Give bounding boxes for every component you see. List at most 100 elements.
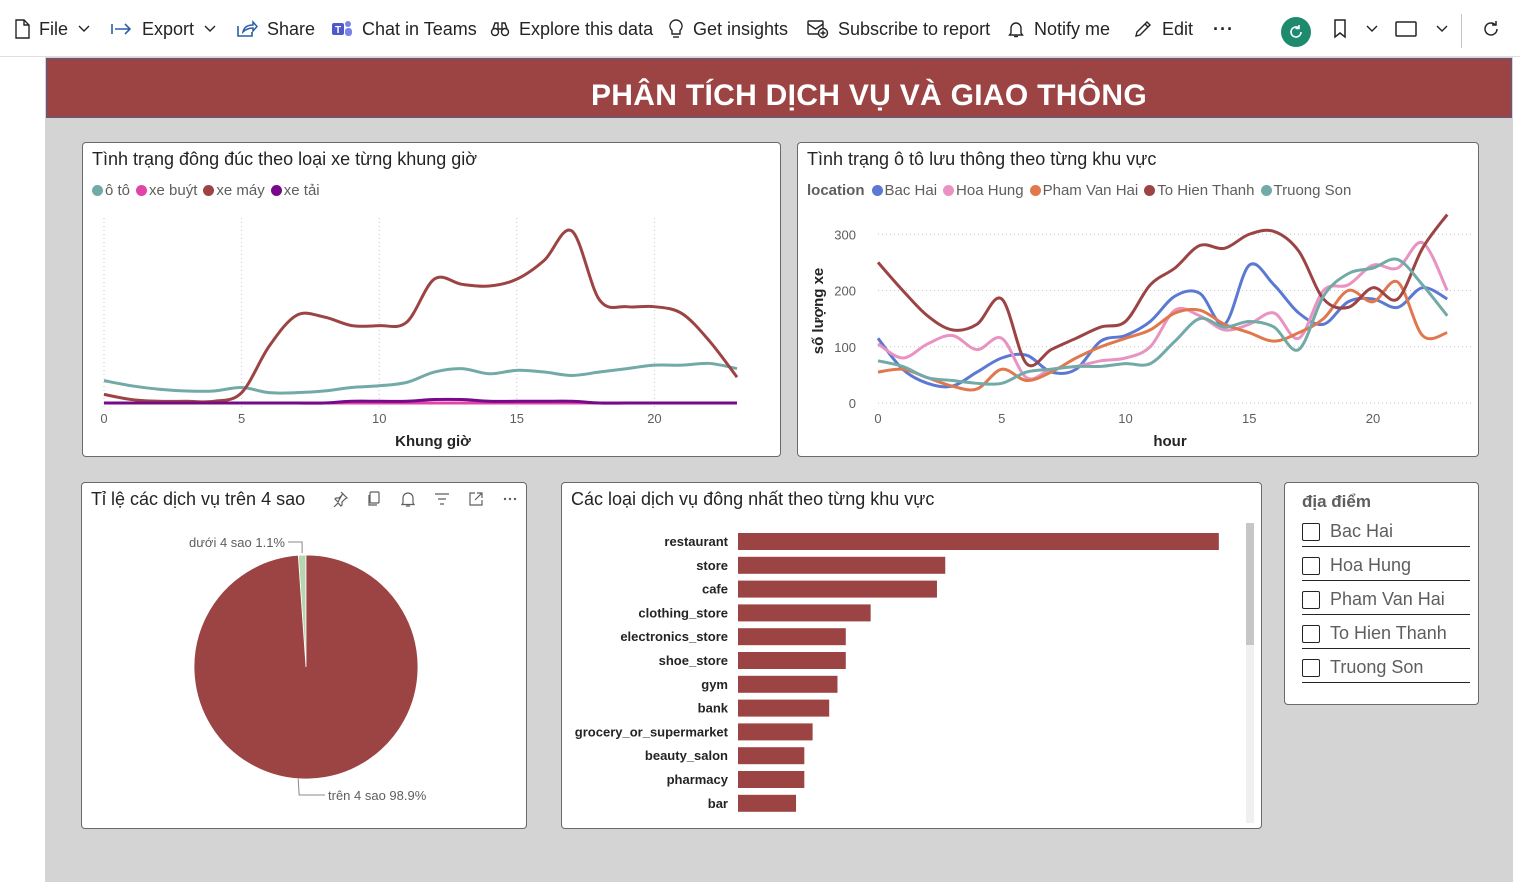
legend-marker [1260,185,1272,196]
category-label: restaurant [664,534,728,549]
bar-gym[interactable] [738,675,838,693]
legend-item-bac-hai[interactable]: Bac Hai [871,182,937,199]
checkbox[interactable] [1302,658,1320,677]
category-label: gym [701,677,728,692]
series-line-o-to[interactable] [103,361,738,395]
congestion-chart-title: Tình trạng đông đúc theo loại xe từng kh… [92,149,478,169]
checkbox[interactable] [1302,522,1320,541]
services-bar-chart-card[interactable]: restaurant store cafe clothing_store electro… [561,482,1262,829]
slicer-item-pham-van-hai[interactable]: Pham Van Hai [1302,585,1470,615]
legend-item-xe-may[interactable]: xe máy [203,182,265,199]
congestion-line-chart: 0 5 10 15 20 Khung giờ [100,218,739,450]
series-line-xe-may[interactable] [103,228,739,404]
bar-pharmacy[interactable] [738,771,805,788]
series-line-bac-hai[interactable] [876,262,1448,389]
bar-restaurant[interactable] [738,533,1219,550]
bar-grocery-or-supermarket[interactable] [738,723,813,741]
bar-clothing-store[interactable] [738,604,871,622]
bar-cafe[interactable] [738,580,937,598]
legend-item-xe-tai[interactable]: xe tải [270,182,320,199]
notify-me-button[interactable]: Notify me [1007,14,1110,44]
legend-item-pham-van-hai[interactable]: Pham Van Hai [1029,182,1139,199]
bar-store[interactable] [738,556,946,574]
traffic-line-chart-card[interactable]: 0 100 200 300 0 5 10 15 20 hour số lượng xe Tình t… [797,142,1479,457]
bar-electronics-store[interactable] [738,628,846,646]
category-label: beauty_salon [645,748,728,763]
focus-mode-icon[interactable] [466,489,486,509]
category-label: pharmacy [667,772,729,787]
location-slicer[interactable]: địa điểm Bac Hai Hoa Hung Pham Van Hai T… [1284,482,1479,705]
bar-bank[interactable] [738,699,830,717]
congestion-line-chart-card[interactable]: 0 5 10 15 20 Khung giờ Tình trạng đông đúc th… [82,142,781,457]
share-button[interactable]: Share [236,14,315,44]
copy-icon[interactable] [364,489,384,509]
bar-beauty-salon[interactable] [738,747,805,765]
scrollbar-thumb[interactable] [1246,523,1254,645]
refresh-button[interactable] [1482,14,1509,44]
x-tick-label: 0 [100,411,107,426]
slicer-item-label: Truong Son [1330,657,1424,677]
series-line-pham-van-hai[interactable] [877,279,1448,392]
series-line-xe-tai[interactable] [104,397,737,405]
notify-label: Notify me [1034,18,1111,39]
y-axis-title: số lượng xe [810,268,827,355]
bar-bar[interactable] [738,794,797,812]
category-label: bank [698,701,729,716]
series-line-to-hien-thanh[interactable] [876,213,1449,368]
vertical-scrollbar[interactable] [1246,523,1254,823]
slicer-item-label: Pham Van Hai [1330,589,1445,609]
x-tick-label: 15 [1242,411,1256,426]
x-tick-label: 5 [238,411,245,426]
share-icon [237,20,258,37]
rating-pie-chart-card[interactable]: dưới 4 sao 1.1% trên 4 sao 98.9% Tỉ lệ cá… [81,482,527,829]
legend-item-to-hien-thanh[interactable]: To Hien Thanh [1144,182,1255,199]
explore-data-button[interactable]: Explore this data [490,14,653,44]
series-line-hoa-hung[interactable] [877,241,1449,381]
bell-icon[interactable] [398,489,418,509]
report-title: PHÂN TÍCH DỊCH VỤ VÀ GIAO THÔNG [591,79,1147,112]
checkbox[interactable] [1302,590,1320,609]
category-label: bar [708,796,728,811]
legend-item-xe-buyt[interactable]: xe buýt [136,182,197,199]
binoculars-icon [490,22,510,37]
services-bar-chart: restaurant store cafe clothing_storeelectro… [575,533,1219,812]
slicer-item-bac-hai[interactable]: Bac Hai [1302,517,1470,547]
more-options-icon[interactable] [500,489,520,509]
traffic-legend: location Bac Hai Hoa Hung Pham Van Hai To H… [807,182,1357,199]
category-label: shoe_store [659,653,728,668]
legend-label: Pham Van Hai [1042,182,1139,199]
rating-pie-chart: dưới 4 sao 1.1% trên 4 sao 98.9% [189,535,427,803]
bar-shoe-store[interactable] [738,652,846,669]
view-menu[interactable] [1395,14,1448,44]
get-insights-button[interactable]: Get insights [668,14,788,44]
pin-icon[interactable] [330,489,350,509]
file-label: File [39,18,69,39]
congestion-legend: ô tô xe buýt xe máy xe tải [92,182,326,199]
chat-in-teams-label: Chat in Teams [362,18,477,39]
legend-label: xe tải [283,182,320,199]
more-options-button[interactable]: ··· [1213,14,1234,44]
legend-item-hoa-hung[interactable]: Hoa Hung [943,182,1024,199]
chat-in-teams-button[interactable]: T Chat in Teams [331,14,477,44]
subscribe-button[interactable]: Subscribe to report [807,14,990,44]
checkbox[interactable] [1302,556,1320,575]
legend-marker [1144,185,1156,196]
legend-item-o-to[interactable]: ô tô [92,182,130,199]
teams-icon: T [332,21,352,36]
bookmark-menu[interactable] [1333,14,1378,44]
refresh-visuals-button[interactable] [1281,17,1311,47]
legend-item-truong-son[interactable]: Truong Son [1260,182,1351,199]
series-line-truong-son[interactable] [877,257,1449,386]
slicer-item-truong-son[interactable]: Truong Son [1302,653,1470,683]
y-tick-label: 200 [834,284,856,299]
legend-marker [203,185,215,196]
checkbox[interactable] [1302,624,1320,643]
file-menu[interactable]: File [14,14,90,44]
pie-slice-tren-4-sao[interactable] [193,554,419,780]
category-label: cafe [702,582,728,597]
edit-button[interactable]: Edit [1133,14,1193,44]
slicer-item-hoa-hung[interactable]: Hoa Hung [1302,551,1470,581]
slicer-item-to-hien-thanh[interactable]: To Hien Thanh [1302,619,1470,649]
filter-icon[interactable] [432,489,452,509]
export-menu[interactable]: Export [111,14,216,44]
